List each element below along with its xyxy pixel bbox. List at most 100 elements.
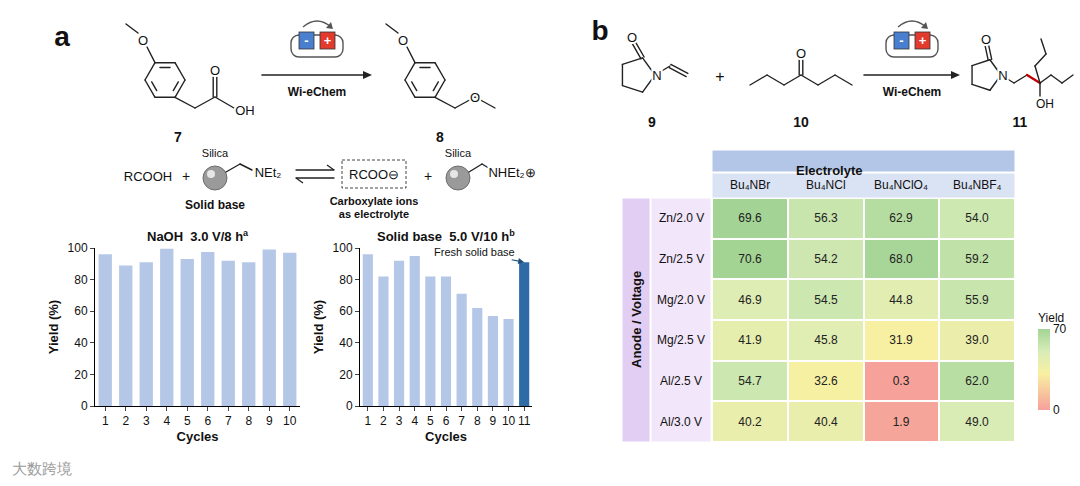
svg-text:Zn/2.0 V: Zn/2.0 V <box>659 211 704 225</box>
svg-text:Silica: Silica <box>445 147 472 159</box>
svg-text:Yield: Yield <box>1038 311 1064 325</box>
svg-text:54.0: 54.0 <box>965 211 989 225</box>
svg-text:1: 1 <box>102 414 109 428</box>
svg-text:68.0: 68.0 <box>889 252 913 266</box>
svg-text:1.9: 1.9 <box>893 415 910 429</box>
svg-text:0.3: 0.3 <box>893 374 910 388</box>
svg-text:11: 11 <box>518 414 531 428</box>
svg-text:Bu₄NClO₄: Bu₄NClO₄ <box>874 178 928 192</box>
svg-text:7: 7 <box>458 414 465 428</box>
svg-text:10: 10 <box>793 114 809 130</box>
svg-text:Al/2.5 V: Al/2.5 V <box>660 374 702 388</box>
svg-text:0: 0 <box>81 399 88 413</box>
svg-text:O: O <box>796 46 806 61</box>
svg-text:RCOO⊖: RCOO⊖ <box>349 167 399 182</box>
svg-text:20: 20 <box>74 368 88 382</box>
svg-text:Fresh solid base: Fresh solid base <box>434 246 515 258</box>
svg-text:7: 7 <box>174 129 182 145</box>
svg-text:100: 100 <box>68 241 88 255</box>
svg-text:49.0: 49.0 <box>965 415 989 429</box>
svg-text:3: 3 <box>143 414 150 428</box>
svg-text:44.8: 44.8 <box>889 293 913 307</box>
svg-text:O: O <box>981 32 991 47</box>
svg-text:b: b <box>591 15 608 46</box>
svg-text:39.0: 39.0 <box>965 333 989 347</box>
svg-text:40: 40 <box>74 336 88 350</box>
svg-text:+: + <box>182 168 190 184</box>
svg-text:9: 9 <box>648 114 656 130</box>
svg-text:Bu₄NBF₄: Bu₄NBF₄ <box>953 178 1002 192</box>
svg-text:3: 3 <box>396 414 403 428</box>
svg-text:Cycles: Cycles <box>425 429 467 444</box>
svg-text:70.6: 70.6 <box>738 252 762 266</box>
svg-text:as electrolyte: as electrolyte <box>339 208 409 220</box>
svg-text:8: 8 <box>245 414 252 428</box>
svg-text:NHEt₂⊕: NHEt₂⊕ <box>488 165 535 180</box>
svg-text:O: O <box>138 33 148 48</box>
svg-text:Carboxylate ions: Carboxylate ions <box>330 195 419 207</box>
svg-text:O: O <box>470 90 480 105</box>
svg-text:4: 4 <box>163 414 170 428</box>
svg-text:10: 10 <box>283 414 297 428</box>
svg-text:Electrolyte: Electrolyte <box>796 163 862 178</box>
svg-text:N: N <box>652 68 661 83</box>
svg-text:54.7: 54.7 <box>738 374 762 388</box>
svg-text:Bu₄NCl: Bu₄NCl <box>806 178 846 192</box>
svg-text:60: 60 <box>339 304 353 318</box>
svg-text:Mg/2.0 V: Mg/2.0 V <box>657 293 705 307</box>
svg-text:Mg/2.5 V: Mg/2.5 V <box>657 333 705 347</box>
svg-text:9: 9 <box>490 414 497 428</box>
svg-text:OH: OH <box>235 103 255 118</box>
svg-text:1: 1 <box>364 414 371 428</box>
svg-text:-: - <box>899 33 903 48</box>
svg-text:8: 8 <box>474 414 481 428</box>
svg-text:Bu₄NBr: Bu₄NBr <box>730 178 770 192</box>
svg-text:大数跨境: 大数跨境 <box>12 460 72 477</box>
svg-text:62.9: 62.9 <box>889 211 913 225</box>
svg-text:NaOH 3.0 V/8 h​a​: NaOH 3.0 V/8 h​a​ <box>147 228 249 244</box>
svg-text:0: 0 <box>1053 403 1060 417</box>
svg-text:80: 80 <box>74 273 88 287</box>
svg-text:9: 9 <box>266 414 273 428</box>
svg-text:56.3: 56.3 <box>814 211 838 225</box>
svg-text:Silica: Silica <box>202 147 229 159</box>
svg-text:Yield (%): Yield (%) <box>311 300 326 354</box>
svg-text:7: 7 <box>225 414 232 428</box>
svg-text:+: + <box>424 168 432 184</box>
svg-text:Solid base 5.0 V/10 h​b​: Solid base 5.0 V/10 h​b​ <box>377 228 515 244</box>
svg-text:OH: OH <box>1036 97 1054 111</box>
svg-text:a: a <box>54 21 70 52</box>
svg-text:54.5: 54.5 <box>814 293 838 307</box>
svg-text:6: 6 <box>204 414 211 428</box>
svg-text:Al/3.0 V: Al/3.0 V <box>660 415 702 429</box>
svg-text:RCOOH: RCOOH <box>124 169 172 184</box>
svg-text:59.2: 59.2 <box>965 252 989 266</box>
svg-text:6: 6 <box>443 414 450 428</box>
svg-text:+: + <box>324 33 332 48</box>
svg-text:11: 11 <box>1013 114 1028 130</box>
svg-text:O: O <box>627 30 637 45</box>
svg-text:40: 40 <box>339 336 353 350</box>
svg-text:40.4: 40.4 <box>814 415 838 429</box>
svg-text:41.9: 41.9 <box>738 333 762 347</box>
svg-text:-: - <box>304 33 308 48</box>
svg-text:69.6: 69.6 <box>738 211 762 225</box>
svg-text:Zn/2.5 V: Zn/2.5 V <box>659 252 704 266</box>
svg-text:0: 0 <box>346 399 353 413</box>
svg-text:100: 100 <box>333 241 353 255</box>
svg-text:31.9: 31.9 <box>889 333 913 347</box>
svg-text:N: N <box>998 68 1007 83</box>
svg-text:Solid base: Solid base <box>185 198 245 212</box>
svg-text:Cycles: Cycles <box>177 429 219 444</box>
svg-text:Wi-eChem: Wi-eChem <box>883 85 942 99</box>
svg-text:+: + <box>919 33 927 48</box>
svg-text:O: O <box>210 63 220 78</box>
svg-text:5: 5 <box>427 414 434 428</box>
svg-text:4: 4 <box>411 414 418 428</box>
svg-text:32.6: 32.6 <box>814 374 838 388</box>
svg-text:Yield (%): Yield (%) <box>46 300 61 354</box>
svg-text:70: 70 <box>1053 322 1067 336</box>
svg-text:40.2: 40.2 <box>738 415 762 429</box>
svg-text:+: + <box>715 68 724 85</box>
svg-text:60: 60 <box>74 304 88 318</box>
